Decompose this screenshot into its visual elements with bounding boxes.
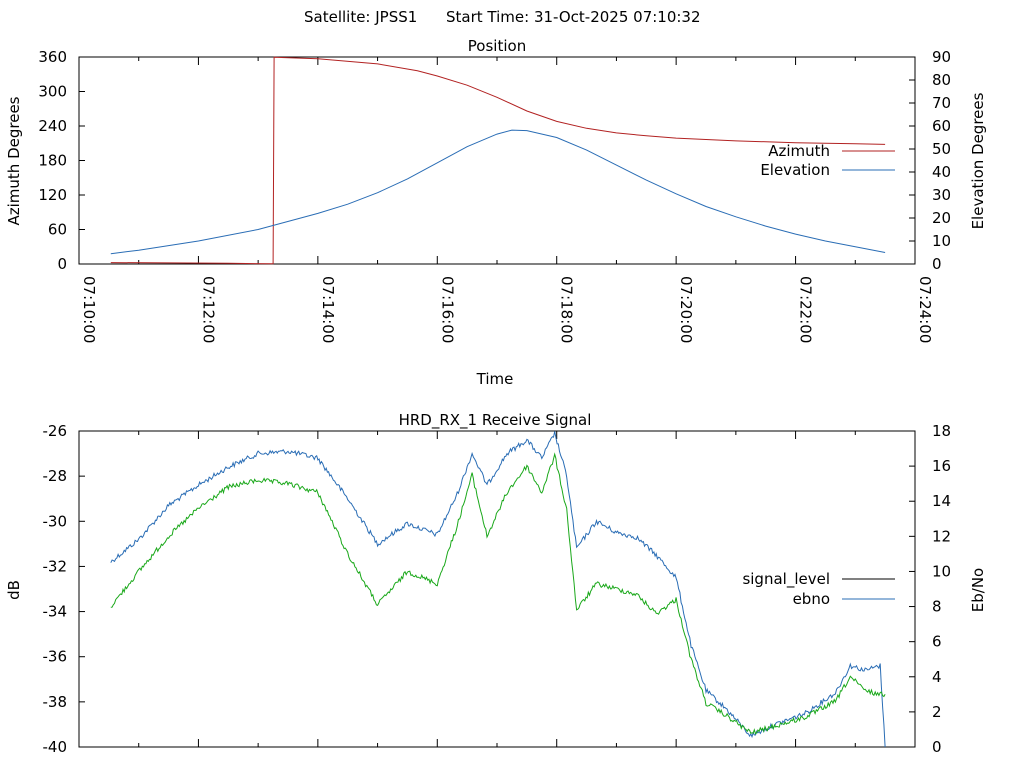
signal-y2tick-label: 2 — [932, 703, 942, 721]
legend-elevation-label: Elevation — [760, 161, 830, 179]
signal-legend: signal_level ebno — [742, 570, 895, 608]
signal-ytick-label: -28 — [43, 467, 68, 485]
position-ytick-label: 0 — [57, 255, 67, 273]
position-xtick-label: 07:22:00 — [797, 276, 815, 343]
signal-series — [110, 431, 886, 748]
signal-y2tick-label: 10 — [932, 562, 951, 580]
position-xtick-label: 07:20:00 — [677, 276, 695, 343]
position-time-axis: 07:10:00 07:12:00 07:14:00 07:16:00 07:18:00… — [78, 57, 934, 343]
position-y2tick-label: 70 — [932, 94, 951, 112]
signal-ytick-label: -36 — [43, 648, 68, 666]
position-ytick-label: 240 — [38, 117, 67, 135]
signal-time-axis — [78, 431, 916, 747]
position-ytick-label: 180 — [38, 152, 67, 170]
signal-ytick-label: -30 — [43, 512, 68, 530]
position-ylabel: Azimuth Degrees — [5, 96, 23, 225]
signal-y2tick-label: 14 — [932, 492, 951, 510]
position-ytick-label: 300 — [38, 83, 67, 101]
position-y2tick-label: 40 — [932, 163, 951, 181]
signal-ytick-label: -40 — [43, 738, 68, 756]
position-chart: Position 0 60 120 180 240 300 360 0 10 20 30 40 50 6… — [5, 37, 987, 388]
position-y2tick-label: 20 — [932, 209, 951, 227]
signal-chart: HRD_RX_1 Receive Signal -26-28-30-32-34-… — [5, 411, 987, 756]
position-y2tick-label: 80 — [932, 71, 951, 89]
position-ytick-label: 60 — [48, 221, 67, 239]
signal-ebno-axis: 0 2 4 6 8 10 12 14 16 18 — [909, 422, 951, 756]
signal-plot-frame — [78, 430, 916, 748]
position-series-elevation-line — [110, 129, 886, 255]
signal-y2tick-label: 18 — [932, 422, 951, 440]
signal-series-ebno-line — [110, 452, 886, 735]
legend-ebno-label: ebno — [793, 590, 830, 608]
position-y2tick-label: 30 — [932, 186, 951, 204]
position-legend: Azimuth Elevation — [760, 142, 895, 179]
satellite-label: Satellite: JPSS1 — [304, 8, 417, 26]
position-y2label: Elevation Degrees — [969, 92, 987, 229]
signal-y2tick-label: 4 — [932, 668, 942, 686]
signal-y2label: Eb/No — [969, 568, 987, 612]
position-ytick-label: 360 — [38, 48, 67, 66]
position-y2tick-label: 10 — [932, 232, 951, 250]
position-xtick-label: 07:18:00 — [558, 276, 576, 343]
position-xtick-label: 07:16:00 — [438, 276, 456, 343]
position-ytick-label: 120 — [38, 186, 67, 204]
signal-y2tick-label: 0 — [932, 738, 942, 756]
signal-db-axis: -26 -28 -30 -32 -34 -36 -38 -40 — [43, 422, 85, 756]
position-series-azimuth-line — [110, 56, 886, 265]
position-xtick-label: 07:10:00 — [80, 276, 98, 343]
legend-azimuth-label: Azimuth — [768, 142, 830, 160]
signal-series-signal-level-line — [110, 431, 886, 748]
position-y2tick-label: 50 — [932, 140, 951, 158]
position-y2tick-label: 60 — [932, 117, 951, 135]
signal-y2tick-label: 6 — [932, 633, 942, 651]
legend-signal-level-label: signal_level — [742, 570, 830, 589]
signal-ytick-label: -26 — [43, 422, 68, 440]
signal-y2tick-label: 16 — [932, 457, 951, 475]
signal-ytick-label: -32 — [43, 557, 68, 575]
signal-ylabel: dB — [5, 580, 23, 600]
signal-ytick-label: -34 — [43, 603, 68, 621]
position-chart-title: Position — [468, 37, 526, 55]
position-azimuth-axis: 0 60 120 180 240 300 360 — [38, 48, 85, 273]
signal-y2tick-label: 8 — [932, 598, 942, 616]
position-xtick-label: 07:24:00 — [916, 276, 934, 343]
position-xtick-label: 07:12:00 — [199, 276, 217, 343]
signal-ytick-label: -38 — [43, 693, 68, 711]
position-xtick-label: 07:14:00 — [319, 276, 337, 343]
position-xlabel: Time — [476, 370, 514, 388]
signal-chart-title: HRD_RX_1 Receive Signal — [399, 411, 592, 430]
position-series — [110, 56, 886, 265]
start-time-label: Start Time: 31-Oct-2025 07:10:32 — [446, 8, 701, 26]
position-y2tick-label: 90 — [932, 48, 951, 66]
signal-y2tick-label: 12 — [932, 527, 951, 545]
position-y2tick-label: 0 — [932, 255, 942, 273]
position-elevation-axis: 0 10 20 30 40 50 60 70 80 90 — [909, 48, 951, 273]
